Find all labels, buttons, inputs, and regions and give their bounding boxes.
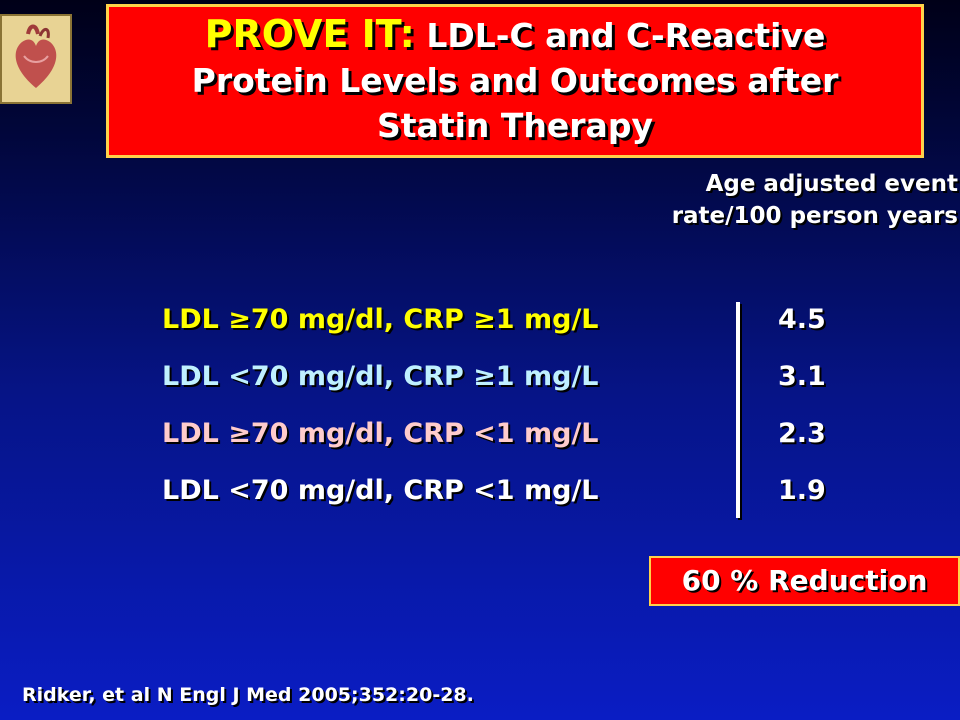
title-study-name: PROVE IT: bbox=[204, 12, 415, 56]
reduction-badge: 60 % Reduction bbox=[649, 556, 960, 606]
row-value-3: 2.3 bbox=[778, 418, 826, 449]
title-line-2: Protein Levels and Outcomes after bbox=[191, 61, 839, 100]
heart-logo-image bbox=[0, 14, 72, 104]
row-label-1: LDL ≥70 mg/dl, CRP ≥1 mg/L bbox=[162, 304, 599, 335]
row-label-2: LDL <70 mg/dl, CRP ≥1 mg/L bbox=[162, 361, 599, 392]
event-rate-heading-line-1: Age adjusted event bbox=[705, 171, 958, 197]
row-value-2: 3.1 bbox=[778, 361, 826, 392]
title-line-1: PROVE IT: LDL-C and C-Reactive bbox=[109, 12, 921, 58]
row-label-4: LDL <70 mg/dl, CRP <1 mg/L bbox=[162, 475, 599, 506]
row-label-3: LDL ≥70 mg/dl, CRP <1 mg/L bbox=[162, 418, 599, 449]
event-rate-heading-line-2: rate/100 person years bbox=[671, 203, 958, 229]
column-divider bbox=[736, 302, 740, 518]
event-rate-heading: Age adjusted event rate/100 person years bbox=[672, 168, 958, 232]
title-line-1-text: LDL-C and C-Reactive bbox=[426, 16, 826, 55]
citation: Ridker, et al N Engl J Med 2005;352:20-2… bbox=[22, 684, 474, 706]
title-banner: PROVE IT: LDL-C and C-Reactive Protein L… bbox=[106, 4, 924, 158]
row-value-1: 4.5 bbox=[778, 304, 826, 335]
row-value-4: 1.9 bbox=[778, 475, 826, 506]
title-line-3: Statin Therapy bbox=[377, 106, 653, 145]
